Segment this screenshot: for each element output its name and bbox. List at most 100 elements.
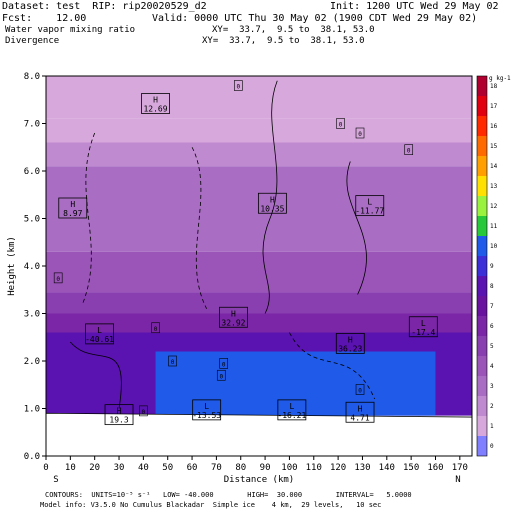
- model-info: Model info: V3.5.0 No Cumulus Blackadar …: [40, 501, 382, 509]
- field1-label: Water vapor mixing ratio: [5, 25, 136, 35]
- x-tick-label-90: 90: [260, 463, 271, 473]
- colorbar-label-1: 1: [490, 423, 494, 430]
- x-end-label-north: N: [455, 475, 460, 485]
- x-tick-label-150: 150: [403, 463, 419, 473]
- fcst-label: Fcst: 12.00: [2, 13, 87, 24]
- colorbar-swatch-1: [477, 416, 487, 436]
- colorbar-label-3: 3: [490, 383, 494, 390]
- extremum-value-5: 32.92: [221, 318, 245, 327]
- extremum-box-1: [58, 197, 88, 219]
- extremum-value-1: 8.97: [63, 209, 82, 218]
- moisture-band-4: [46, 251, 472, 293]
- colorbar-swatch-13: [477, 176, 487, 196]
- extremum-kind-8: H: [117, 407, 122, 416]
- extremum-kind-2: H: [270, 195, 275, 204]
- extremum-value-0: 12.69: [143, 105, 167, 114]
- extremum-kind-9: L: [204, 402, 209, 411]
- extremum-value-8: 19.3: [109, 416, 128, 425]
- colorbar-label-0: 0: [490, 443, 494, 450]
- moisture-band-0: [46, 76, 472, 119]
- zero-label-0: 0: [236, 84, 240, 91]
- x-tick-label-70: 70: [211, 463, 222, 473]
- extremum-value-11: 4.71: [350, 413, 369, 422]
- extremum-box-6: [335, 332, 365, 354]
- zero-label-box-7: [219, 358, 229, 369]
- x-tick-label-80: 80: [235, 463, 246, 473]
- y-tick-label-5.0: 5.0: [24, 215, 40, 225]
- extremum-box-9: [192, 399, 222, 421]
- colorbar-swatch-6: [477, 316, 487, 336]
- extremum-value-9: -13.53: [192, 411, 221, 420]
- extremum-box-11: [345, 401, 375, 423]
- x-axis-label: Distance (km): [224, 475, 294, 485]
- y-tick-label-0.0: 0.0: [24, 452, 40, 462]
- moisture-band-6: [46, 313, 472, 333]
- colorbar-label-12: 12: [490, 203, 498, 210]
- zero-label-3: 0: [407, 148, 411, 155]
- zero-label-box-6: [168, 355, 177, 367]
- y-tick-label-2.0: 2.0: [24, 357, 40, 367]
- contour-line-3: [191, 147, 208, 309]
- extremum-kind-5: H: [231, 309, 236, 318]
- x-tick-label-100: 100: [281, 463, 297, 473]
- colorbar-frame: [476, 75, 488, 457]
- zero-label-box-1: [336, 118, 345, 129]
- contour-line-4: [70, 341, 122, 409]
- x-tick-label-160: 160: [427, 463, 443, 473]
- y-tick-label-3.0: 3.0: [24, 310, 40, 320]
- zero-label-box-5: [151, 322, 160, 334]
- extremum-kind-11: H: [358, 404, 363, 413]
- extremum-kind-4: L: [97, 326, 102, 335]
- colorbar-label-6: 6: [490, 323, 494, 330]
- colorbar-swatch-9: [477, 256, 487, 276]
- extremum-box-2: [257, 192, 287, 214]
- x-tick-label-140: 140: [379, 463, 395, 473]
- moist-region: [155, 351, 436, 416]
- colorbar-swatch-4: [477, 356, 487, 376]
- colorbar-label-11: 11: [490, 223, 498, 230]
- colorbar-unit: g kg-1: [489, 75, 511, 82]
- colorbar-label-2: 2: [490, 403, 494, 410]
- y-tick-label-7.0: 7.0: [24, 120, 40, 130]
- extremum-kind-0: H: [153, 96, 158, 105]
- colorbar-label-7: 7: [490, 303, 494, 310]
- zero-label-1: 0: [339, 122, 343, 129]
- zero-label-4: 0: [56, 276, 60, 283]
- extremum-kind-6: H: [348, 335, 353, 344]
- colorbar-label-9: 9: [490, 263, 494, 270]
- colorbar-label-8: 8: [490, 283, 494, 290]
- extremum-value-2: 10.35: [260, 204, 284, 213]
- y-tick-label-6.0: 6.0: [24, 167, 40, 177]
- extremum-kind-1: H: [70, 200, 75, 209]
- extremum-box-10: [277, 399, 307, 421]
- colorbar-label-5: 5: [490, 343, 494, 350]
- colorbar-swatch-12: [477, 196, 487, 216]
- valid-label: Valid: 0000 UTC Thu 30 May 02 (1900 CDT …: [152, 13, 478, 24]
- moisture-band-2: [46, 142, 472, 167]
- extremum-value-4: -40.61: [85, 335, 114, 344]
- x-tick-label-30: 30: [114, 463, 125, 473]
- colorbar-label-16: 16: [490, 123, 498, 130]
- extremum-value-7: -17.4: [411, 328, 435, 337]
- x-tick-label-60: 60: [187, 463, 198, 473]
- zero-label-box-9: [355, 384, 365, 395]
- y-tick-label-8.0: 8.0: [24, 72, 40, 82]
- contour-line-1: [82, 132, 96, 305]
- x-tick-label-0: 0: [43, 463, 48, 473]
- extremum-kind-7: L: [421, 319, 426, 328]
- contour-line-2: [346, 161, 367, 295]
- colorbar-swatch-17: [477, 96, 487, 116]
- zero-label-10: 0: [142, 409, 146, 416]
- extremum-kind-10: L: [289, 402, 294, 411]
- extremum-box-8: [104, 404, 134, 426]
- contour-line-0: [262, 80, 278, 314]
- x-tick-label-120: 120: [330, 463, 346, 473]
- zero-label-box-4: [53, 272, 63, 284]
- zero-label-9: 0: [358, 388, 362, 395]
- colorbar-label-18: 18: [490, 83, 498, 90]
- extremum-box-7: [408, 316, 438, 338]
- xy2-label: XY= 33.7, 9.5 to 38.1, 53.0: [202, 36, 365, 46]
- zero-label-5: 0: [154, 326, 158, 333]
